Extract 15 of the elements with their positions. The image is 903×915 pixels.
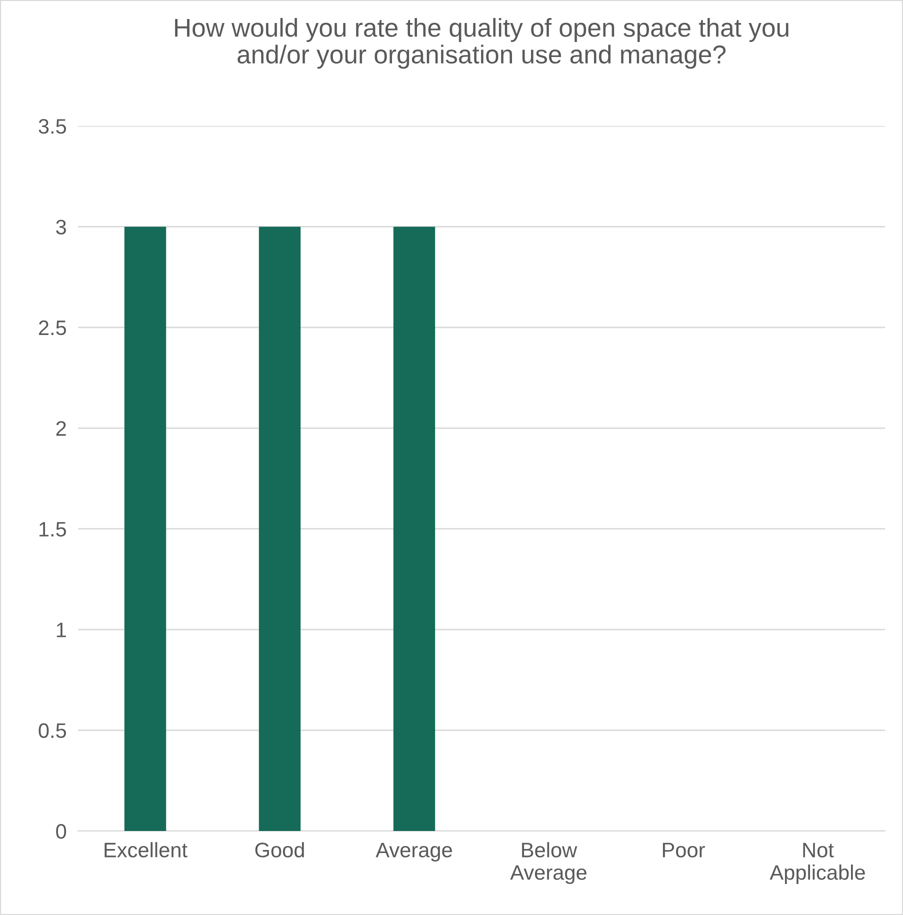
x-tick-label: Poor <box>662 842 705 858</box>
y-tick-label: 2.5 <box>38 320 66 336</box>
y-tick-label: 0 <box>56 824 66 839</box>
chart-title: How would you rate the quality of open space that you and/or your organisation use and manage? <box>175 18 788 69</box>
y-tick-label: 1 <box>56 622 66 638</box>
x-tick-label: Good <box>255 842 304 858</box>
y-tick-label: 3.5 <box>38 119 66 134</box>
x-tick-label: Excellent <box>104 842 188 858</box>
y-tick-label: 0.5 <box>38 723 66 738</box>
x-tick-label: Not Applicable <box>770 842 865 884</box>
x-tick-label: Average <box>376 842 452 862</box>
y-tick-label: 1.5 <box>40 522 66 537</box>
y-tick-label: 3 <box>56 220 66 234</box>
x-tick-label: Below Average <box>510 842 586 884</box>
y-tick-label: 2 <box>56 421 66 436</box>
